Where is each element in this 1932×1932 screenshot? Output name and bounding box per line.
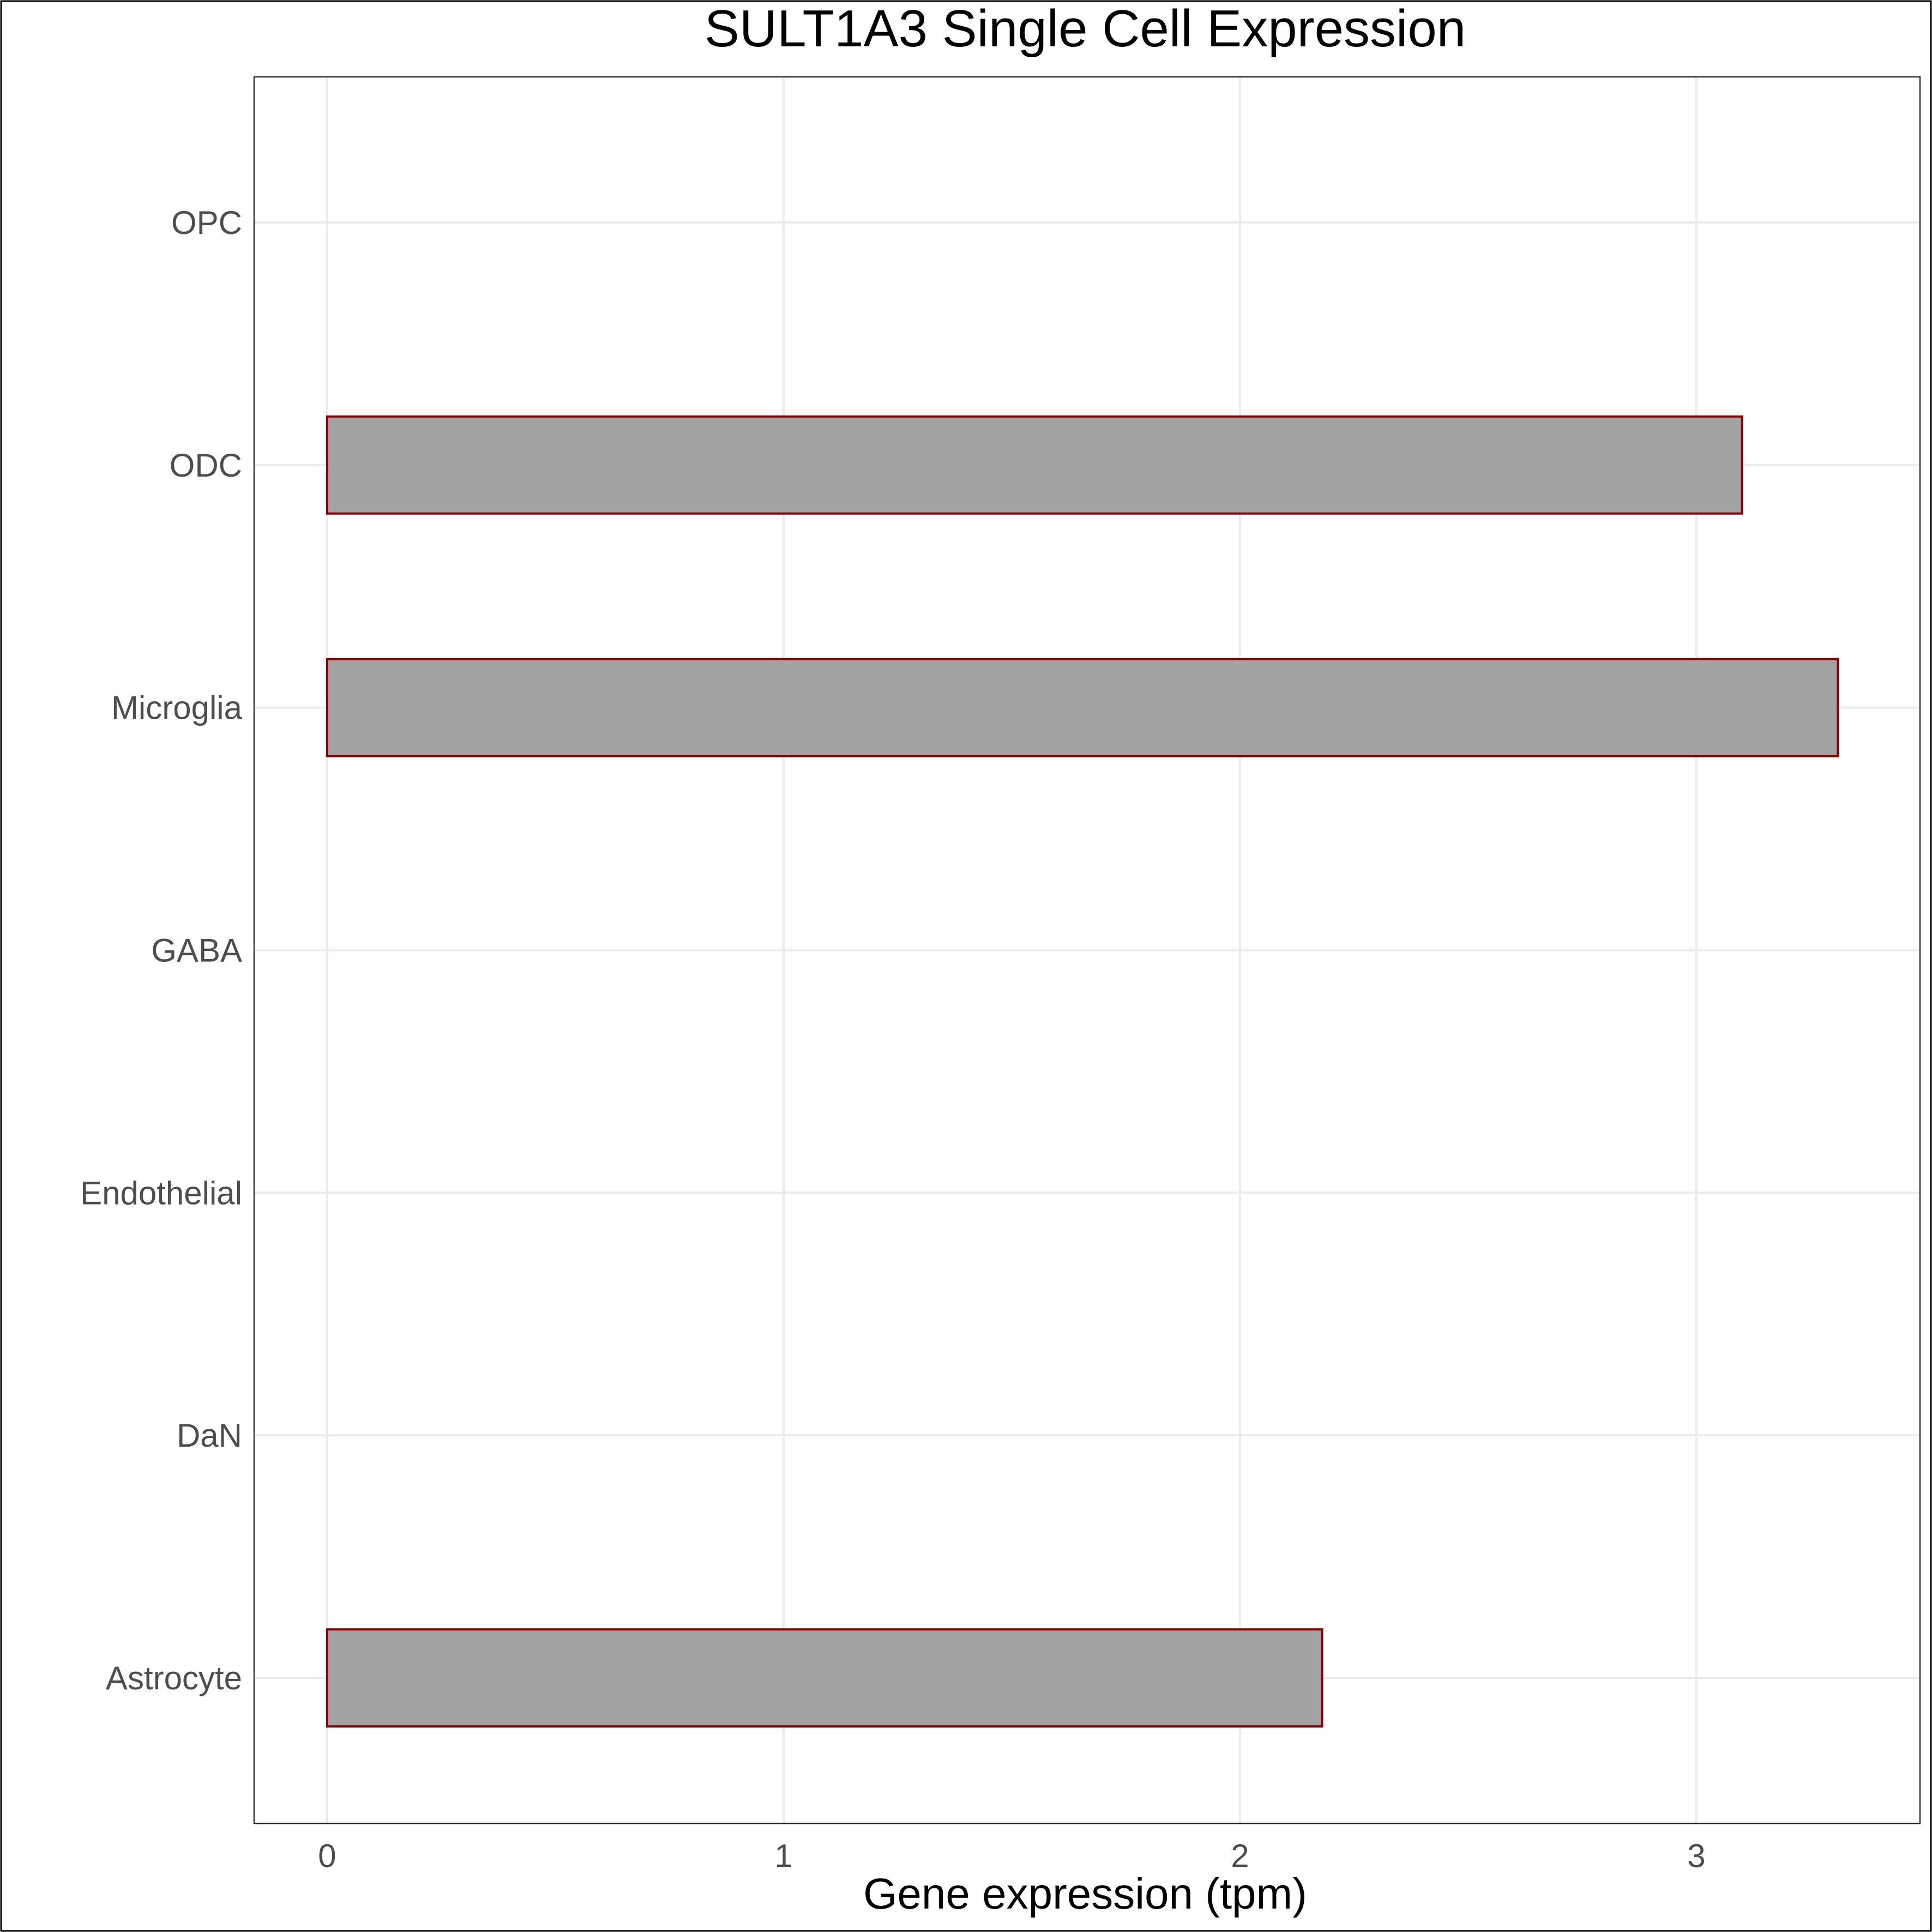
y-tick-label: DaN (177, 1417, 242, 1454)
bar-astrocyte (326, 1628, 1323, 1728)
x-tick-label: 1 (774, 1838, 792, 1874)
bar-microglia (326, 658, 1839, 757)
y-tick-label: Microglia (111, 690, 243, 726)
y-tick-labels: Astrocyte DaN Endothelial GABA Microglia ODC O… (80, 204, 243, 1696)
y-tick-label: ODC (170, 447, 242, 484)
panel-border (253, 76, 1921, 1825)
x-tick-label: 3 (1687, 1838, 1705, 1874)
chart-title: SULT1A3 Single Cell Expression (705, 0, 1466, 58)
x-tick-label: 2 (1231, 1838, 1249, 1874)
bars (326, 415, 1839, 1728)
y-tick-label: Endothelial (80, 1175, 242, 1211)
y-tick-label: OPC (171, 204, 242, 241)
y-tick-label: Astrocyte (106, 1660, 242, 1696)
x-axis-label: Gene expression (tpm) (863, 1869, 1307, 1918)
x-tick-labels: 0 1 2 3 (318, 1838, 1705, 1874)
y-tick-label: GABA (151, 932, 242, 969)
x-tick-label: 0 (318, 1838, 336, 1874)
bar-odc (326, 415, 1743, 515)
